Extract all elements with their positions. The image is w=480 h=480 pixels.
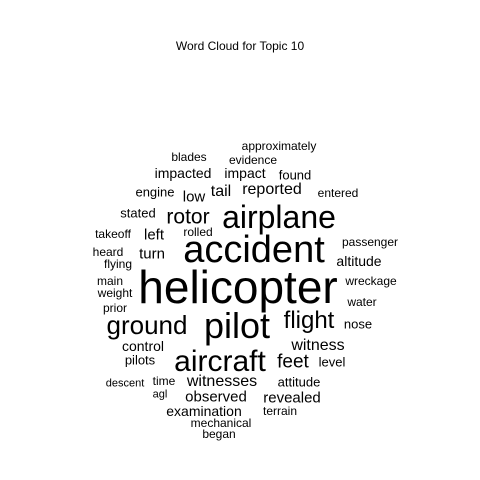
word-flight: flight: [283, 307, 335, 334]
word-weight: weight: [97, 286, 133, 300]
word-airplane: airplane: [222, 199, 336, 235]
word-stated: stated: [120, 205, 156, 221]
word-descent: descent: [105, 377, 145, 390]
word-turn: turn: [139, 245, 165, 263]
word-nose: nose: [343, 316, 373, 332]
word-time: time: [152, 374, 176, 388]
word-revealed: revealed: [263, 389, 321, 407]
word-terrain: terrain: [262, 404, 298, 418]
word-water: water: [347, 295, 377, 309]
word-wreckage: wreckage: [345, 274, 397, 288]
word-attitude: attitude: [277, 374, 321, 390]
word-entered: entered: [317, 186, 359, 200]
word-began: began: [202, 427, 236, 441]
word-witnesses: witnesses: [186, 373, 258, 390]
word-evidence: evidence: [228, 153, 278, 167]
chart-title: Word Cloud for Topic 10: [175, 39, 305, 53]
word-ground: ground: [106, 310, 188, 340]
word-passenger: passenger: [341, 235, 399, 249]
word-flying: flying: [103, 257, 133, 271]
word-aircraft: aircraft: [174, 345, 266, 378]
word-heard: heard: [92, 245, 124, 259]
word-main: main: [96, 274, 124, 288]
word-approximately: approximately: [241, 139, 317, 153]
word-blades: blades: [171, 150, 207, 164]
word-mechanical: mechanical: [190, 416, 252, 430]
word-impacted: impacted: [154, 165, 212, 181]
word-helicopter: helicopter: [138, 261, 338, 313]
word-reported: reported: [242, 181, 302, 198]
word-engine: engine: [135, 184, 175, 200]
word-feet: feet: [277, 351, 309, 373]
word-witness: witness: [291, 337, 345, 354]
word-level: level: [318, 354, 346, 370]
word-tail: tail: [210, 183, 232, 200]
word-impact: impact: [224, 165, 266, 181]
word-accident: accident: [183, 229, 325, 271]
word-low: low: [182, 188, 206, 206]
word-control: control: [121, 338, 165, 354]
word-examination: examination: [166, 403, 242, 419]
word-prior: prior: [102, 301, 128, 315]
word-pilot: pilot: [203, 305, 271, 346]
word-observed: observed: [185, 388, 247, 406]
word-takeoff: takeoff: [95, 227, 131, 241]
word-altitude: altitude: [336, 253, 382, 269]
word-agl: agl: [152, 388, 168, 401]
word-rotor: rotor: [166, 205, 210, 229]
word-found: found: [278, 167, 312, 183]
word-left: left: [143, 226, 165, 244]
word-pilots: pilots: [124, 352, 156, 368]
word-rolled: rolled: [183, 225, 213, 239]
